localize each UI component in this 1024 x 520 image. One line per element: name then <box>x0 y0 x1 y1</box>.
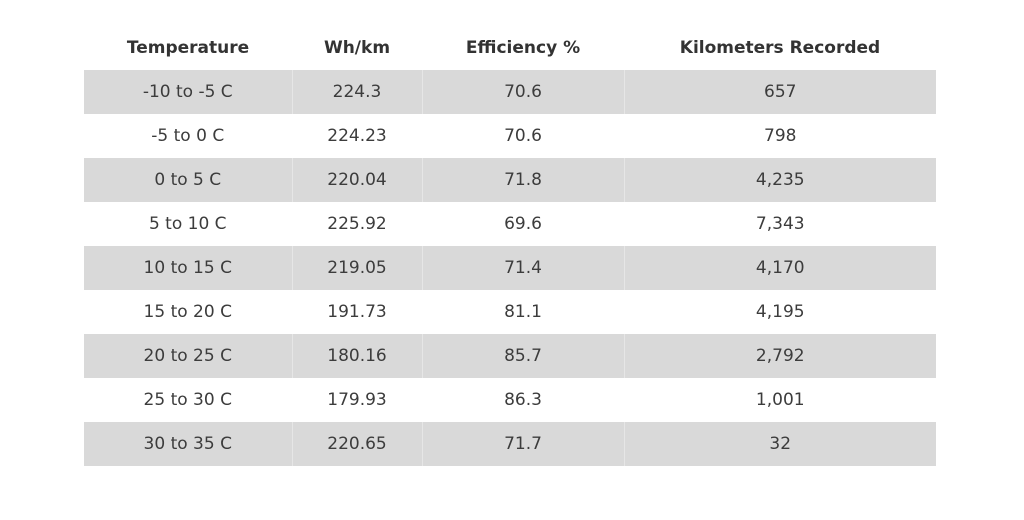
cell-temperature: 10 to 15 C <box>84 246 292 290</box>
header-row: Temperature Wh/km Efficiency % Kilometer… <box>84 26 936 70</box>
cell-wh-per-km: 225.92 <box>291 202 422 246</box>
table-row: 5 to 10 C 225.92 69.6 7,343 <box>84 202 936 246</box>
cell-temperature: -5 to 0 C <box>84 114 292 158</box>
cell-kilometers: 32 <box>623 422 936 466</box>
cell-kilometers: 4,235 <box>623 158 936 202</box>
cell-temperature: 30 to 35 C <box>84 422 292 466</box>
table-row: -5 to 0 C 224.23 70.6 798 <box>84 114 936 158</box>
cell-kilometers: 798 <box>623 114 936 158</box>
table-row: 30 to 35 C 220.65 71.7 32 <box>84 422 936 466</box>
cell-wh-per-km: 224.3 <box>291 70 422 114</box>
column-header-wh-per-km: Wh/km <box>323 38 391 58</box>
cell-kilometers: 4,170 <box>623 246 936 290</box>
table-row: 10 to 15 C 219.05 71.4 4,170 <box>84 246 936 290</box>
cell-wh-per-km: 179.93 <box>291 378 422 422</box>
column-header-temperature: Temperature <box>126 38 250 58</box>
cell-kilometers: 2,792 <box>623 334 936 378</box>
column-header-efficiency: Efficiency % <box>465 38 581 58</box>
cell-kilometers: 7,343 <box>623 202 936 246</box>
cell-temperature: 15 to 20 C <box>84 290 292 334</box>
cell-efficiency: 69.6 <box>421 202 624 246</box>
cell-efficiency: 71.7 <box>421 422 624 466</box>
cell-kilometers: 1,001 <box>623 378 936 422</box>
cell-wh-per-km: 180.16 <box>291 334 422 378</box>
table-row: -10 to -5 C 224.3 70.6 657 <box>84 70 936 114</box>
table-header: Temperature Wh/km Efficiency % Kilometer… <box>84 26 936 70</box>
cell-kilometers: 657 <box>623 70 936 114</box>
cell-efficiency: 71.8 <box>421 158 624 202</box>
cell-wh-per-km: 191.73 <box>291 290 422 334</box>
cell-efficiency: 85.7 <box>421 334 624 378</box>
cell-efficiency: 70.6 <box>421 114 624 158</box>
column-header-kilometers-recorded: Kilometers Recorded <box>679 38 881 58</box>
cell-wh-per-km: 224.23 <box>291 114 422 158</box>
cell-kilometers: 4,195 <box>623 290 936 334</box>
cell-temperature: -10 to -5 C <box>84 70 292 114</box>
cell-wh-per-km: 220.65 <box>291 422 422 466</box>
table-row: 15 to 20 C 191.73 81.1 4,195 <box>84 290 936 334</box>
cell-efficiency: 81.1 <box>421 290 624 334</box>
cell-efficiency: 70.6 <box>421 70 624 114</box>
data-table: Temperature Wh/km Efficiency % Kilometer… <box>84 26 936 466</box>
cell-temperature: 5 to 10 C <box>84 202 292 246</box>
table-row: 25 to 30 C 179.93 86.3 1,001 <box>84 378 936 422</box>
cell-temperature: 20 to 25 C <box>84 334 292 378</box>
cell-temperature: 25 to 30 C <box>84 378 292 422</box>
table-body: -10 to -5 C 224.3 70.6 657 -5 to 0 C 224… <box>84 70 936 466</box>
cell-efficiency: 71.4 <box>421 246 624 290</box>
data-table-container: Temperature Wh/km Efficiency % Kilometer… <box>84 26 936 466</box>
cell-temperature: 0 to 5 C <box>84 158 292 202</box>
table-row: 0 to 5 C 220.04 71.8 4,235 <box>84 158 936 202</box>
cell-efficiency: 86.3 <box>421 378 624 422</box>
table-row: 20 to 25 C 180.16 85.7 2,792 <box>84 334 936 378</box>
cell-wh-per-km: 219.05 <box>291 246 422 290</box>
cell-wh-per-km: 220.04 <box>291 158 422 202</box>
